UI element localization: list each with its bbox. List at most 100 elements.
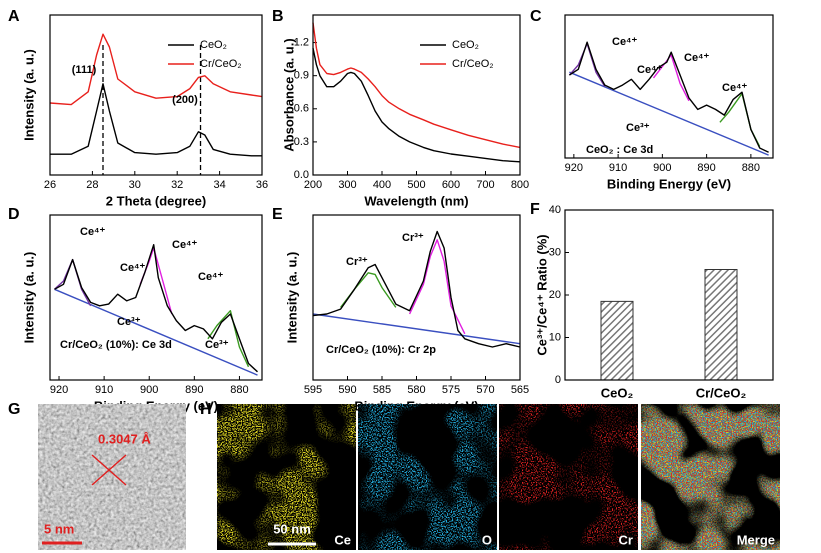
annotation: Ce⁴⁺ xyxy=(722,82,748,94)
annotation: Cr/CeO₂ (10%): Cr 2p xyxy=(326,344,436,356)
plot-frame xyxy=(49,214,263,381)
map-signal xyxy=(217,404,356,550)
x-tick-label: 910 xyxy=(609,162,627,174)
series-line xyxy=(652,54,690,102)
scale-label: 50 nm xyxy=(273,521,311,536)
series-line xyxy=(312,313,521,345)
plot-frame xyxy=(312,214,521,381)
series-line xyxy=(408,239,466,335)
x-tick-label: 590 xyxy=(338,384,356,396)
annotation: Ce⁴⁺ xyxy=(198,271,224,283)
annotation: Cr/CeO₂ (10%): Ce 3d xyxy=(60,339,172,351)
plot-frame xyxy=(564,14,774,159)
x-tick-label: 565 xyxy=(511,384,529,396)
x-tick-label: 880 xyxy=(742,162,760,174)
x-tick-label: 595 xyxy=(304,384,322,396)
x-tick-label: 580 xyxy=(407,384,425,396)
bar xyxy=(600,300,634,381)
series-line xyxy=(569,41,769,153)
map-label: Merge xyxy=(737,532,775,547)
x-axis-label: 2 Theta (degree) xyxy=(106,193,206,208)
lattice-spacing: 0.3047 Å xyxy=(98,431,151,446)
lattice-marker xyxy=(91,454,127,486)
y-axis-label: Intensity (a. u.) xyxy=(21,252,36,344)
series-line xyxy=(50,83,262,157)
series-line xyxy=(54,244,258,373)
x-tick-label: 570 xyxy=(476,384,494,396)
x-tick-label: 585 xyxy=(373,384,391,396)
annotation: Ce⁴⁺ xyxy=(172,239,198,251)
y-tick-label: 30 xyxy=(549,246,561,258)
panel-letter: F xyxy=(530,201,540,218)
x-tick-label: 920 xyxy=(565,162,583,174)
panel-letter: A xyxy=(8,8,20,25)
panel-letter: D xyxy=(8,206,20,223)
map-signal xyxy=(641,404,780,550)
bar xyxy=(704,269,738,381)
map-label: Ce xyxy=(334,532,351,547)
annotation: Ce⁴⁺ xyxy=(80,226,106,238)
panel-letter: C xyxy=(530,8,542,25)
annotation: (200) xyxy=(172,94,198,106)
annotation: Ce⁴⁺ xyxy=(684,52,710,64)
x-tick-label: 890 xyxy=(697,162,715,174)
legend-label: Cr/CeO₂ xyxy=(452,58,494,70)
x-tick-label: 26 xyxy=(44,179,56,191)
x-tick-label: 900 xyxy=(140,384,158,396)
x-tick-label: 900 xyxy=(653,162,671,174)
x-tick-label: 575 xyxy=(442,384,460,396)
y-axis-label: Absorbance (a. u.) xyxy=(281,38,296,151)
map-label: O xyxy=(482,532,492,547)
x-tick-label: 400 xyxy=(373,179,391,191)
map-signal xyxy=(358,404,497,550)
x-tick-label: 910 xyxy=(95,384,113,396)
annotation: Ce⁴⁺ xyxy=(612,36,638,48)
x-tick-label: 920 xyxy=(50,384,68,396)
x-tick-label: 700 xyxy=(476,179,494,191)
plot-frame xyxy=(312,14,521,176)
series-line xyxy=(719,92,761,147)
series-line xyxy=(49,33,263,106)
x-tick-label: 600 xyxy=(442,179,460,191)
y-axis-label: Intensity (a. u.) xyxy=(284,252,299,344)
panel-letter: B xyxy=(272,8,284,25)
annotation: Ce³⁺ xyxy=(205,339,229,351)
annotation: Cr³⁺ xyxy=(346,256,368,268)
y-axis-label: Ce³⁺/Ce⁴⁺ Ratio (%) xyxy=(534,234,549,355)
y-tick-label: 20 xyxy=(549,289,561,301)
series-line xyxy=(312,22,521,149)
annotation: Ce⁴⁺ xyxy=(637,64,663,76)
x-tick-label: 34 xyxy=(213,179,225,191)
panel-letter: E xyxy=(272,206,283,223)
series-line xyxy=(54,258,92,307)
annotation: Cr³⁺ xyxy=(402,232,424,244)
series-line xyxy=(312,230,521,348)
annotation: CeO₂ : Ce 3d xyxy=(586,144,653,156)
hrtem-image xyxy=(38,404,186,550)
y-tick-label: 0.9 xyxy=(294,70,309,82)
y-axis-label: Intensity (a. u.) xyxy=(21,49,36,141)
series-line xyxy=(340,272,397,308)
x-tick-label: Cr/CeO₂ xyxy=(696,385,747,400)
annotation: (111) xyxy=(72,64,97,76)
y-tick-label: 0.3 xyxy=(294,136,309,148)
series-line xyxy=(569,71,769,156)
x-tick-label: 880 xyxy=(230,384,248,396)
x-axis-label: Wavelength (nm) xyxy=(364,193,468,208)
legend-label: CeO₂ xyxy=(452,39,479,51)
annotation: Ce³⁺ xyxy=(626,122,650,134)
x-axis-label: Binding Energy (eV) xyxy=(607,176,731,191)
scale-label: 5 nm xyxy=(44,521,74,536)
y-tick-label: 0 xyxy=(555,374,561,386)
plot-frame xyxy=(564,209,774,381)
series-line xyxy=(54,288,258,376)
series-line xyxy=(207,310,250,368)
y-tick-label: 1.2 xyxy=(294,36,309,48)
y-tick-label: 0.6 xyxy=(294,103,309,115)
x-tick-label: 32 xyxy=(171,179,183,191)
x-tick-label: 500 xyxy=(407,179,425,191)
x-tick-label: 890 xyxy=(185,384,203,396)
map-label: Cr xyxy=(619,532,633,547)
x-tick-label: 36 xyxy=(256,179,268,191)
